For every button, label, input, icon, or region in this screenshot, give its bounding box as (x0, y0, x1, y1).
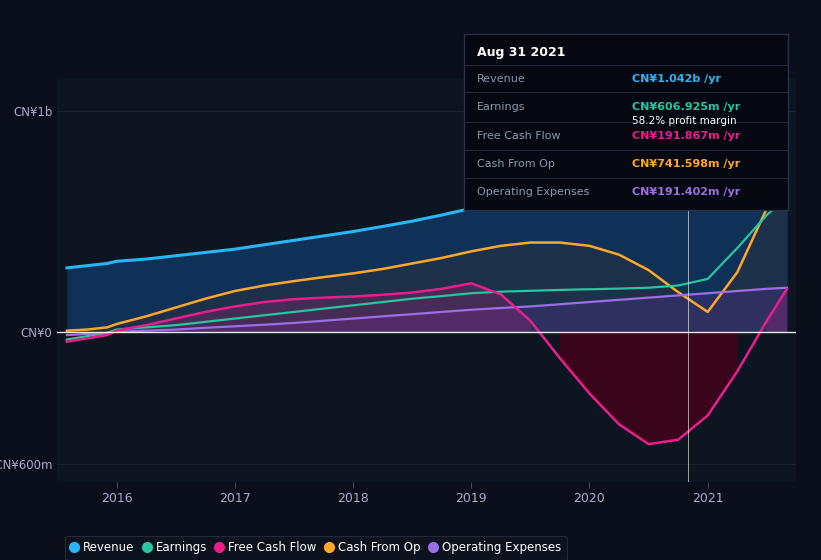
Text: CN¥1.042b /yr: CN¥1.042b /yr (632, 73, 722, 83)
Text: 58.2% profit margin: 58.2% profit margin (632, 116, 737, 126)
Text: CN¥191.402m /yr: CN¥191.402m /yr (632, 188, 741, 197)
Text: Aug 31 2021: Aug 31 2021 (477, 46, 566, 59)
Text: CN¥191.867m /yr: CN¥191.867m /yr (632, 131, 741, 141)
Text: CN¥741.598m /yr: CN¥741.598m /yr (632, 159, 741, 169)
Legend: Revenue, Earnings, Free Cash Flow, Cash From Op, Operating Expenses: Revenue, Earnings, Free Cash Flow, Cash … (66, 535, 566, 560)
Text: Revenue: Revenue (477, 73, 525, 83)
Text: Earnings: Earnings (477, 102, 525, 112)
Text: Operating Expenses: Operating Expenses (477, 188, 589, 197)
Text: Free Cash Flow: Free Cash Flow (477, 131, 561, 141)
Text: CN¥606.925m /yr: CN¥606.925m /yr (632, 102, 741, 112)
Text: Cash From Op: Cash From Op (477, 159, 555, 169)
